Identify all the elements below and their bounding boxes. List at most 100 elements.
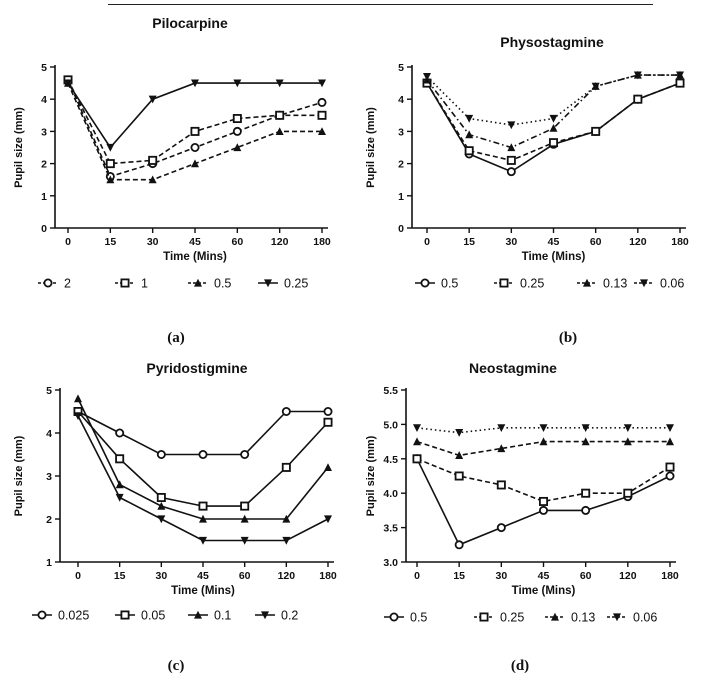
data-point: [198, 501, 208, 511]
data-point: [623, 424, 632, 433]
legend-item: 0.06: [607, 611, 657, 625]
data-point: [115, 480, 124, 489]
y-tick-label: 2: [46, 514, 52, 526]
legend-item: 0.5: [188, 277, 231, 291]
x-axis-label: Time (Mins): [163, 251, 227, 263]
data-point: [275, 79, 284, 88]
data-point: [506, 155, 516, 165]
x-tick-label: 30: [505, 236, 517, 248]
data-point: [318, 127, 326, 135]
data-point: [591, 82, 600, 91]
data-point: [233, 143, 242, 152]
x-tick-label: 120: [629, 236, 647, 248]
x-axis-label: Time (Mins): [512, 585, 576, 597]
y-tick-label: 4.5: [383, 454, 398, 466]
legend-marker: [264, 279, 272, 288]
legend-label: 0.1: [214, 609, 231, 623]
x-tick-label: 15: [104, 236, 116, 248]
legend-label: 0.5: [214, 277, 231, 291]
y-tick-label: 2: [398, 159, 404, 171]
legend-marker: [499, 278, 509, 288]
series-3: [64, 79, 326, 152]
series-3: [423, 71, 684, 130]
x-tick-label: 45: [197, 570, 209, 582]
x-tick-label: 0: [414, 570, 420, 582]
data-point: [148, 175, 157, 184]
legend-marker: [194, 610, 202, 619]
legend-label: 0.025: [58, 609, 89, 623]
legend-label: 0.2: [281, 609, 298, 623]
y-tick-label: 1: [398, 191, 404, 203]
x-tick-label: 15: [463, 236, 475, 248]
data-point: [240, 536, 249, 545]
y-tick-label: 1: [46, 557, 52, 569]
data-point: [496, 523, 506, 533]
data-point: [497, 424, 506, 433]
y-axis-label: Pupil size (mm): [365, 107, 377, 188]
legend-marker: [43, 278, 53, 288]
data-point: [281, 462, 291, 472]
y-tick-label: 0: [398, 223, 404, 235]
legend-label: 0.13: [603, 277, 627, 291]
legend-label: 0.25: [520, 277, 544, 291]
legend-marker: [640, 279, 648, 288]
data-point: [323, 407, 333, 417]
data-point: [106, 143, 115, 152]
x-tick-label: 15: [114, 570, 126, 582]
data-point: [156, 492, 166, 502]
data-point: [581, 505, 591, 515]
data-point: [64, 79, 72, 88]
legend-marker: [583, 278, 591, 287]
data-point: [74, 412, 82, 420]
data-point: [665, 462, 675, 472]
data-point: [324, 463, 332, 471]
legend-item: 0.5: [415, 277, 458, 291]
chart-title: Neostagmine: [469, 360, 557, 376]
y-axis-label: Pupil size (mm): [13, 435, 25, 516]
data-point: [548, 138, 558, 148]
legend-label: 0.06: [660, 277, 684, 291]
y-tick-label: 3: [398, 126, 404, 138]
x-axis-label: Time (Mins): [171, 585, 235, 597]
legend-item: 0.25: [474, 611, 524, 625]
x-tick-label: 30: [495, 570, 507, 582]
data-point: [105, 159, 115, 169]
data-point: [455, 451, 464, 459]
y-axis-label: Pupil size (mm): [365, 435, 377, 516]
data-point: [317, 110, 327, 120]
x-tick-label: 60: [231, 236, 243, 248]
legend-marker: [37, 610, 47, 620]
series-3: [74, 412, 332, 545]
series-2: [413, 437, 674, 459]
legend-label: 0.5: [441, 277, 458, 291]
y-tick-label: 5: [46, 385, 52, 397]
data-point: [324, 515, 332, 524]
caption-d: (d): [510, 658, 530, 674]
data-point: [240, 501, 250, 511]
data-point: [581, 488, 591, 498]
x-axis-label: Time (Mins): [522, 251, 586, 263]
legend-item: 2: [38, 277, 71, 291]
legend-label: 0.13: [571, 611, 595, 625]
legend-item: 0.2: [255, 609, 298, 623]
data-point: [115, 428, 125, 438]
x-tick-label: 60: [590, 236, 602, 248]
chart-title: Pilocarpine: [152, 15, 228, 31]
x-tick-label: 120: [271, 236, 289, 248]
legend-item: 0.5: [384, 611, 427, 625]
data-point: [240, 514, 249, 523]
series-1: [412, 454, 675, 506]
legend-label: 0.06: [633, 611, 657, 625]
data-point: [148, 95, 157, 104]
data-point: [157, 501, 166, 510]
legend-label: 0.5: [410, 611, 427, 625]
data-point: [496, 480, 506, 490]
data-point: [190, 142, 200, 152]
legend-marker: [389, 612, 399, 622]
legend-marker: [261, 611, 269, 620]
series-line: [426, 74, 680, 149]
y-tick-label: 4: [41, 94, 47, 106]
data-point: [549, 114, 558, 123]
